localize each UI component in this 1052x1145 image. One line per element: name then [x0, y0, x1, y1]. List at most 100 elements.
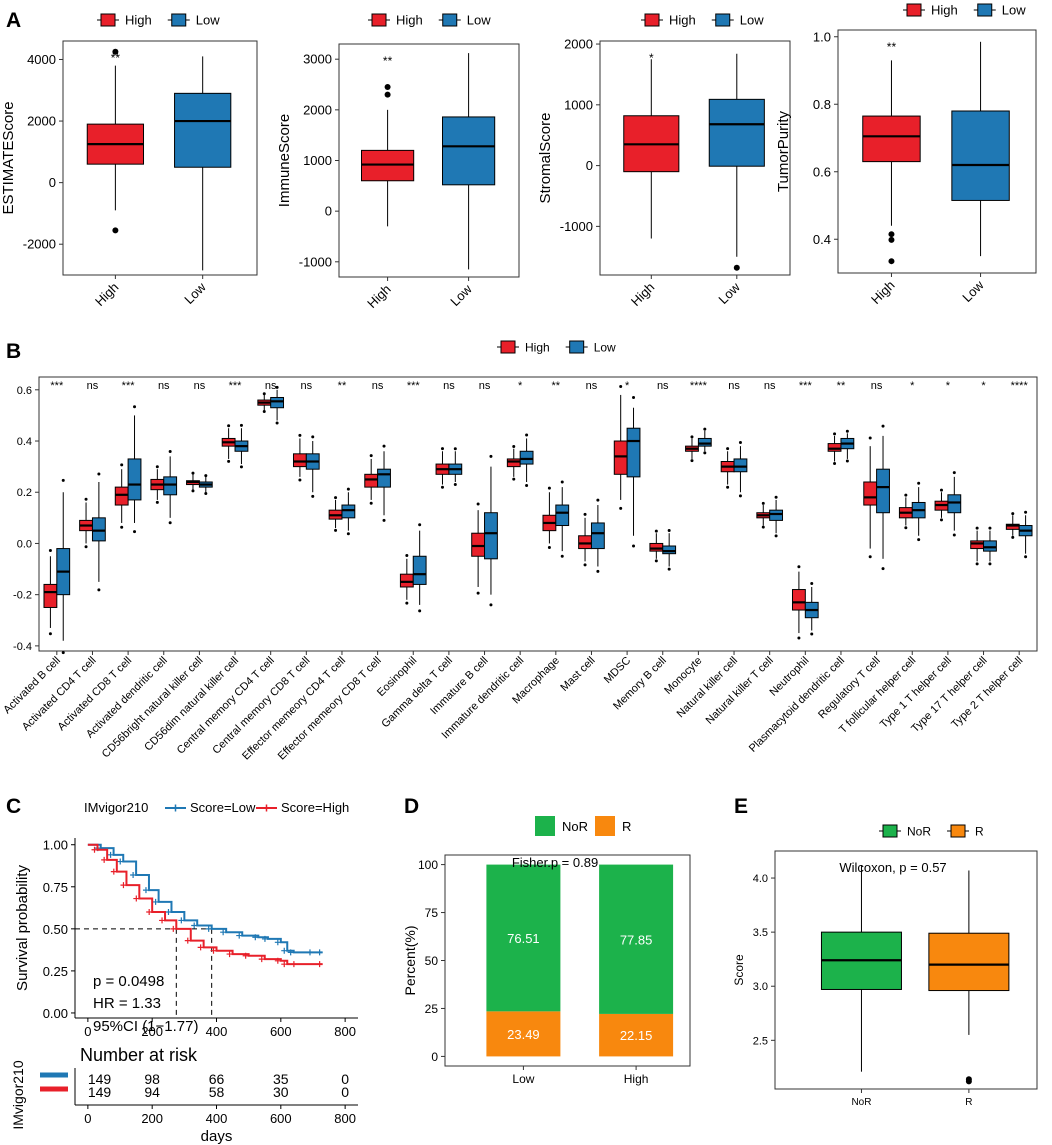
censor-mark — [110, 868, 117, 875]
plot-frame — [774, 850, 1038, 1090]
significance-label: ** — [552, 380, 561, 392]
legend-key-high — [906, 3, 922, 17]
outlier-high-13-0 — [512, 444, 516, 448]
bar-nor-low — [486, 864, 561, 1012]
y-tick-label: 100 — [418, 858, 438, 872]
outlier-low-8-0 — [346, 487, 350, 491]
outlier-high-15-1 — [583, 563, 587, 567]
outlier-high-16-1 — [619, 506, 623, 510]
censor-mark — [226, 951, 233, 958]
x-tick-label-low: Low — [715, 279, 743, 307]
x-tick-label: High — [624, 1072, 649, 1086]
legend-key-high — [644, 13, 660, 27]
value-label-nor: 76.51 — [507, 931, 540, 946]
risk-count: 0 — [341, 1084, 349, 1100]
plot-frame — [62, 40, 258, 276]
outlier-low-4-0 — [204, 474, 208, 478]
y-tick-label: 0.50 — [43, 922, 68, 937]
box-high-23 — [863, 481, 878, 506]
significance-label: * — [518, 380, 523, 392]
y-tick-label: 0.6 — [813, 164, 831, 179]
significance-label: ns — [158, 380, 170, 392]
outlier-low-11-0 — [453, 447, 457, 451]
x-tick-label-low: Low — [447, 281, 475, 309]
box-low-3 — [163, 476, 178, 496]
panel-labels: A B C D E — [6, 9, 748, 818]
legend-key-r — [950, 824, 966, 838]
outlier-high-12-0 — [476, 502, 480, 506]
annotation-confidence-interval: 95%CI (1−1.77) — [93, 1018, 198, 1035]
box-low-6 — [270, 396, 285, 409]
risk-count: 0 — [341, 1071, 349, 1087]
outlier-low-2-1 — [133, 530, 137, 534]
significance-label: *** — [229, 380, 243, 392]
outlier-high-25-0 — [939, 488, 943, 492]
legend-label-high: High — [669, 13, 696, 28]
box-low-15 — [590, 522, 605, 550]
significance-label: ns — [301, 380, 313, 392]
significance-label: ** — [338, 380, 347, 392]
outlier-high-22-0 — [833, 432, 837, 436]
outlier-high-24-1 — [904, 526, 908, 530]
outlier-high-4-1 — [191, 489, 195, 493]
significance-label: * — [910, 380, 915, 392]
outlier-low-10-1 — [418, 609, 422, 613]
censor-mark — [242, 952, 249, 959]
legend-key-high — [500, 340, 516, 354]
outlier-high-0-1 — [48, 632, 52, 636]
outlier-high-11-1 — [440, 485, 444, 489]
annotation-p-value: p = 0.0498 — [93, 973, 164, 990]
outlier-high-13-1 — [512, 477, 516, 481]
censor-mark — [133, 895, 140, 902]
outlier-low-27-0 — [1024, 510, 1028, 514]
significance-label: ns — [194, 380, 206, 392]
survival-curve-low — [87, 843, 323, 954]
box-high-17 — [649, 542, 664, 552]
outlier-high-27-0 — [1011, 512, 1015, 516]
outlier-low-6-0 — [275, 385, 279, 389]
outlier-low-0-1 — [61, 651, 65, 655]
risk-count: 66 — [209, 1071, 225, 1087]
censor-mark — [170, 925, 177, 932]
x-tick-label: 600 — [270, 1024, 292, 1039]
outlier-high-23-0 — [868, 436, 872, 440]
outlier-low-15-0 — [596, 498, 600, 502]
censor-mark — [178, 917, 185, 924]
significance-label: * — [981, 380, 986, 392]
censor-mark — [210, 947, 217, 954]
outlier-high-14-0 — [547, 486, 551, 490]
censor-mark — [205, 925, 212, 932]
box-low-13 — [519, 450, 534, 465]
box-high-22 — [827, 443, 842, 452]
y-tick-label: 0.4 — [17, 436, 32, 448]
outlier-high-20-1 — [761, 525, 765, 529]
censor-mark — [159, 917, 166, 924]
outlier-low-1-0 — [97, 472, 101, 476]
outlier-low-3-0 — [168, 449, 172, 453]
y-tick-label: 4.0 — [753, 873, 768, 885]
significance-label: * — [946, 380, 951, 392]
x-tick-label-high: High — [628, 280, 658, 310]
x-tick-label: 800 — [334, 1024, 356, 1039]
outlier-low-1-1 — [97, 588, 101, 592]
y-tick-label: 0.25 — [43, 964, 68, 979]
outlier-low-24-0 — [917, 481, 921, 485]
chart-estimate-score: -2000 0 2000 4000 ESTIMATEScore High Low ** High… — [0, 13, 258, 309]
panel-label-d: D — [404, 795, 419, 818]
legend-key-low-censor — [172, 804, 179, 812]
outlier-high-18-0 — [690, 435, 694, 439]
y-tick-label: 1.0 — [813, 29, 831, 44]
outlier-high-1-1 — [84, 545, 88, 549]
x-tick-label: Natural killer cell — [675, 655, 741, 721]
censor-mark — [107, 851, 114, 858]
outlier-low-3-1 — [168, 521, 172, 525]
outlier-low-26-0 — [988, 526, 992, 530]
outlier-high-11-0 — [440, 447, 444, 451]
censor-mark — [197, 944, 204, 951]
outlier-low-18-0 — [703, 427, 707, 431]
significance-label: ns — [764, 380, 776, 392]
outlier-high-3-0 — [155, 465, 159, 469]
significance-label: *** — [799, 380, 813, 392]
y-tick-label: 50 — [425, 954, 439, 968]
